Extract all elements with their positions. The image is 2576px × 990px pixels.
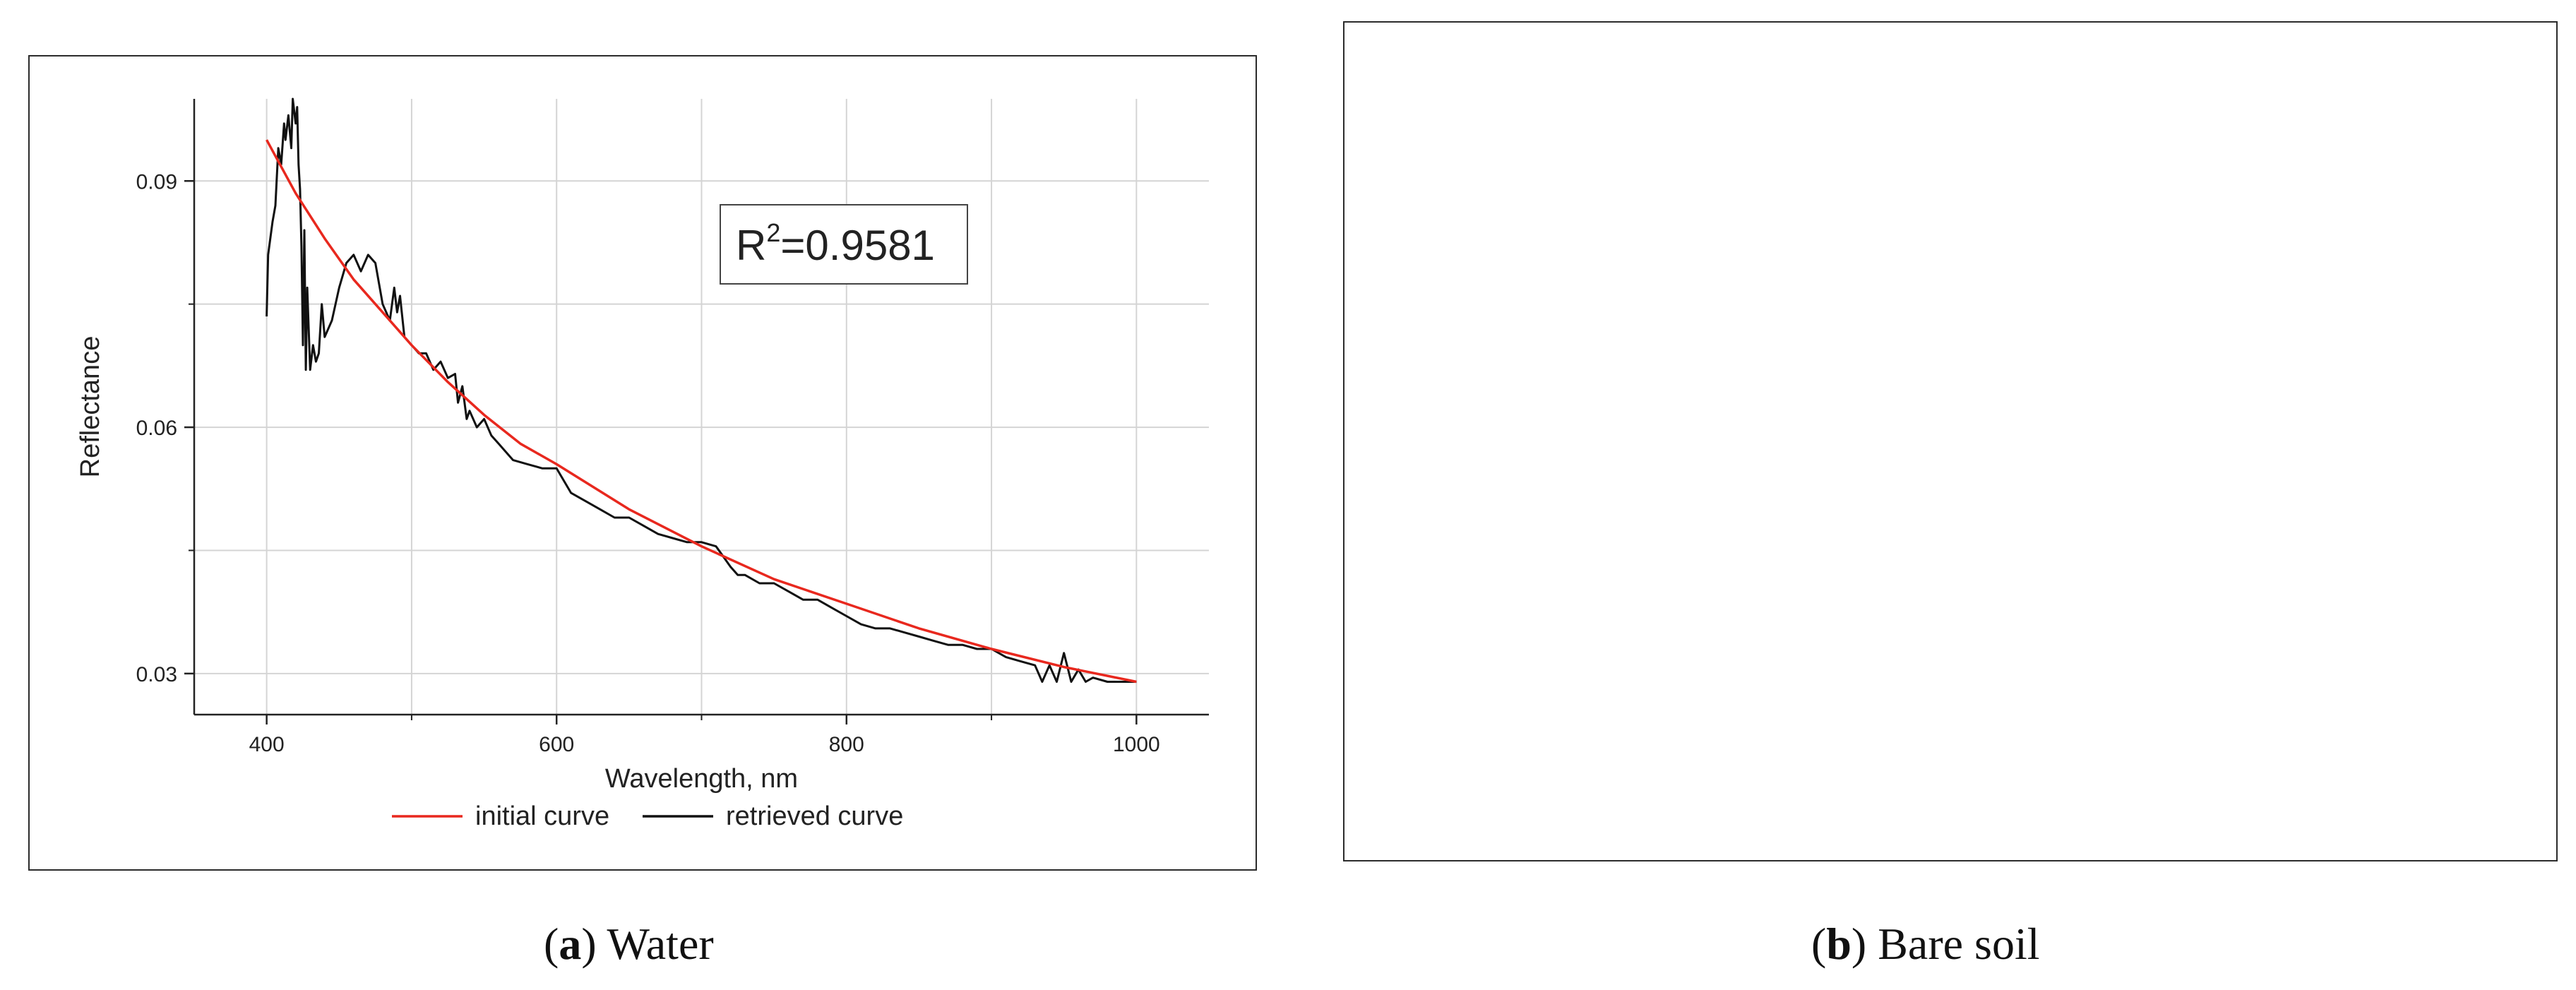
legend-label-initial-curve: initial curve	[475, 801, 609, 831]
x-tick-label: 400	[249, 733, 285, 756]
r2-annotation-box	[720, 204, 968, 285]
caption-a-text: Water	[607, 919, 714, 969]
caption-a-letter: a	[559, 919, 582, 969]
x-tick-label: 600	[539, 733, 574, 756]
chart-0-group: 400 600 800 1000 0.03 0.06 0.09 Wavelength, nm R…	[76, 97, 1209, 831]
legend-label-retrieved-curve: retrieved curve	[726, 801, 903, 831]
caption-b: (b) Bare soil	[1811, 919, 2040, 969]
r2-sup: 2	[766, 218, 780, 247]
caption-a: (a) Water	[544, 919, 714, 969]
series-initial-curve-line	[266, 139, 1137, 684]
caption-b-letter: b	[1826, 919, 1852, 969]
x-axis-label: Wavelength, nm	[605, 764, 798, 794]
y-tick-label: 0.03	[136, 663, 177, 686]
chart-panel-b-frame	[1343, 21, 2558, 861]
series-retrieved-curve-line	[266, 97, 1137, 683]
r2-value: =0.9581	[780, 222, 935, 269]
x-tick-label: 1000	[1113, 733, 1160, 756]
y-axis-label: Reflectance	[76, 336, 105, 478]
y-tick-label: 0.06	[136, 417, 177, 440]
r2-annotation-text: R2=0.9581	[736, 218, 935, 269]
chart-panel-a-frame	[28, 55, 1257, 871]
y-tick-label: 0.09	[136, 170, 177, 193]
r2-base: R	[736, 222, 766, 269]
x-tick-label: 800	[829, 733, 864, 756]
caption-b-text: Bare soil	[1878, 919, 2040, 969]
